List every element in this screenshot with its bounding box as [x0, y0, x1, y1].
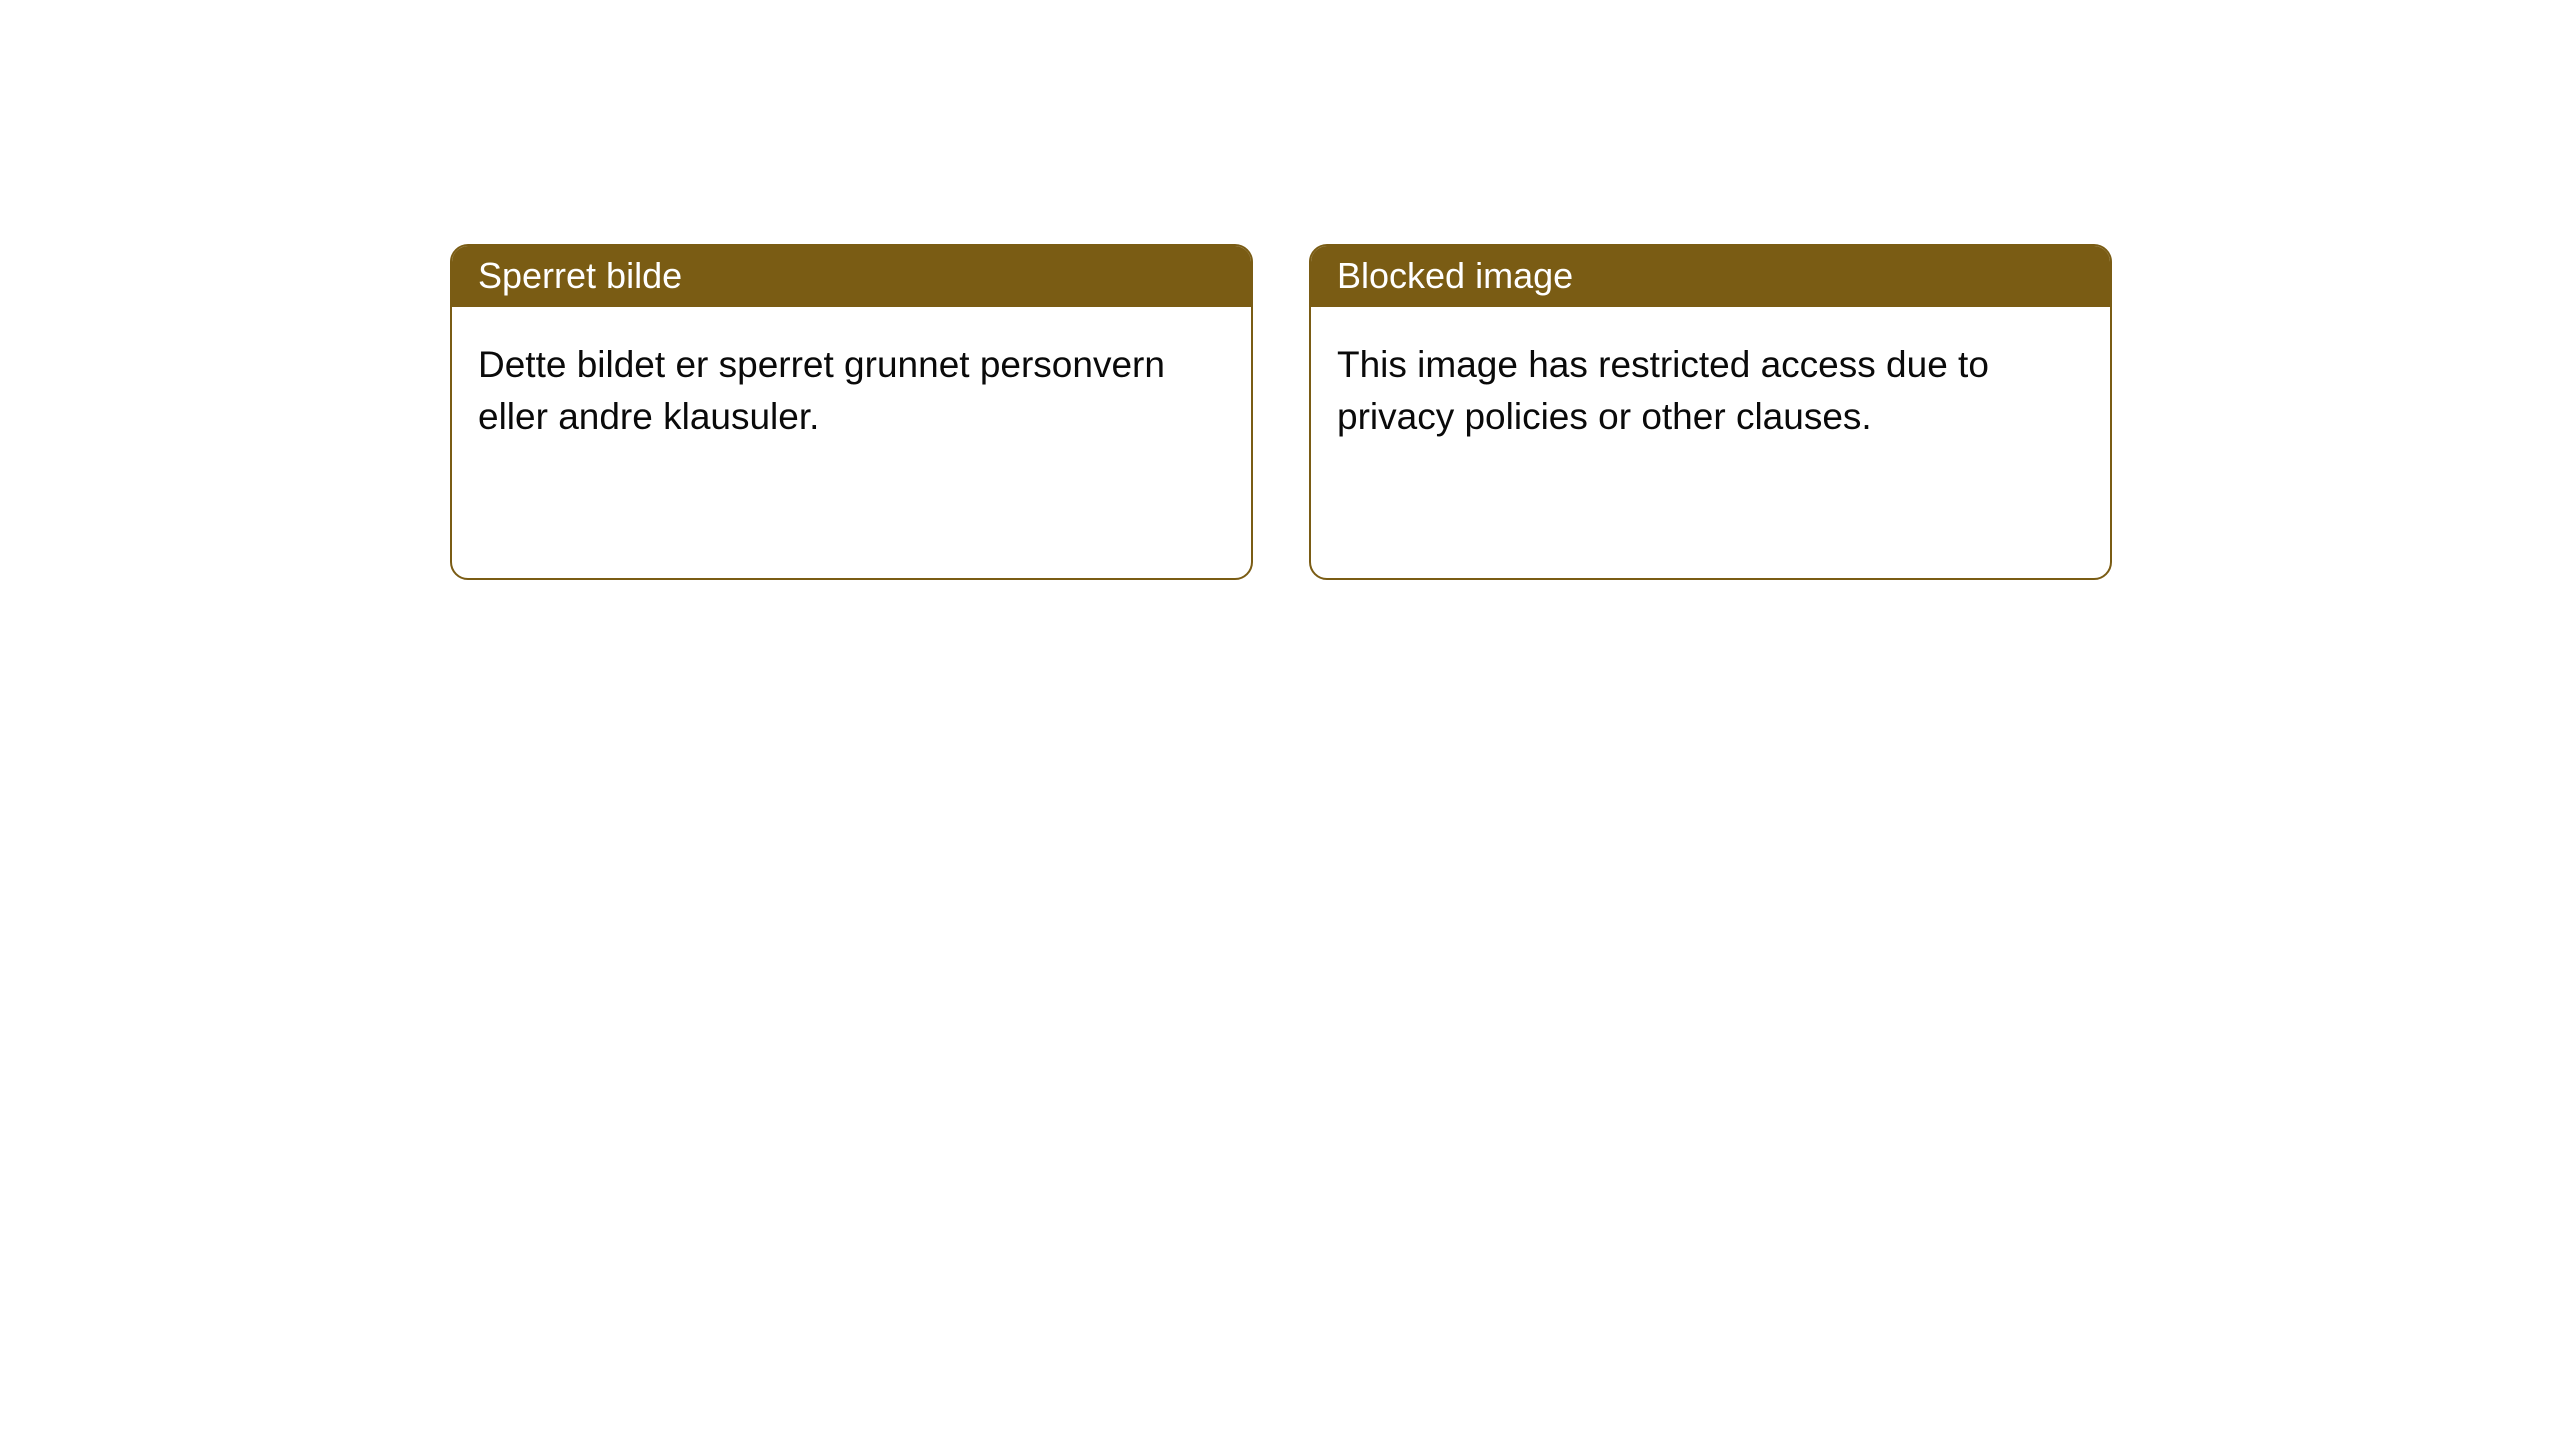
notice-body-norwegian: Dette bildet er sperret grunnet personve…	[452, 307, 1251, 475]
notice-card-english: Blocked image This image has restricted …	[1309, 244, 2112, 580]
notice-body-english: This image has restricted access due to …	[1311, 307, 2110, 475]
notice-container: Sperret bilde Dette bildet er sperret gr…	[0, 0, 2560, 580]
notice-title-english: Blocked image	[1311, 246, 2110, 307]
notice-card-norwegian: Sperret bilde Dette bildet er sperret gr…	[450, 244, 1253, 580]
notice-title-norwegian: Sperret bilde	[452, 246, 1251, 307]
